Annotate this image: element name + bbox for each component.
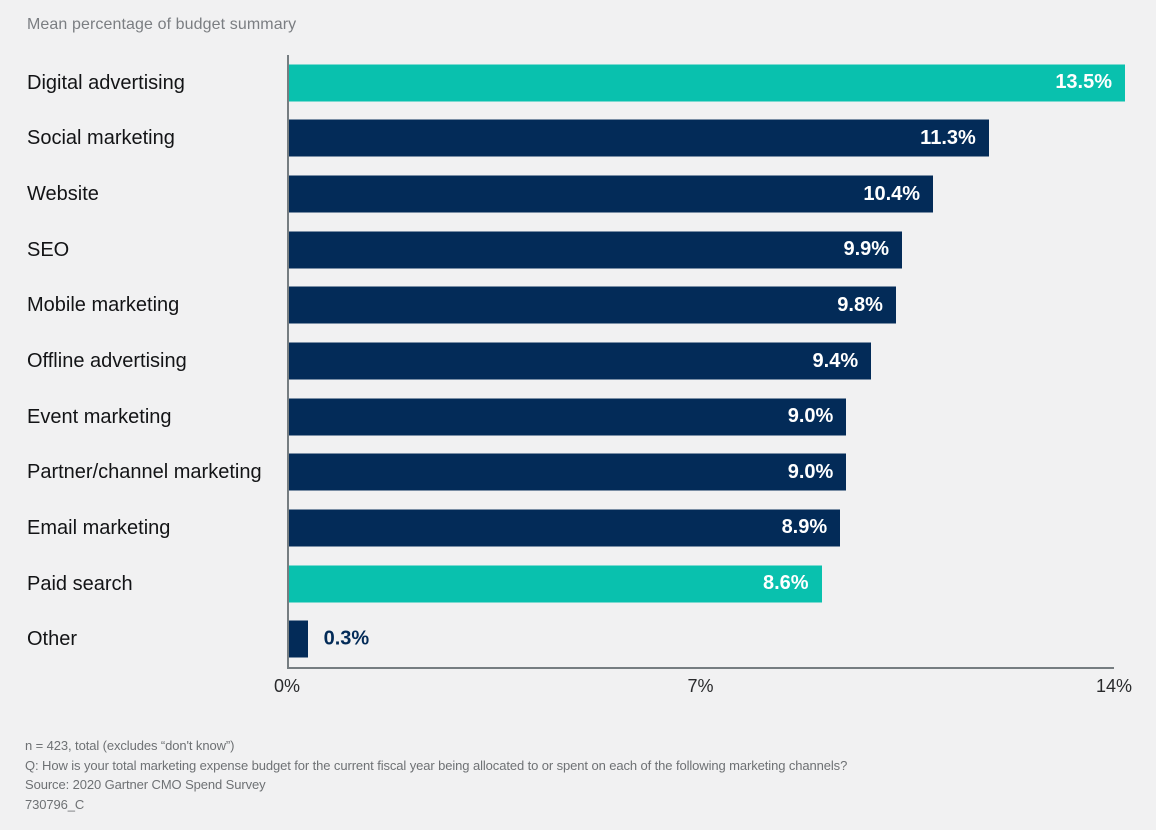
bar-track: 9.4% <box>287 333 1156 389</box>
bar-row: SEO 9.9% <box>0 221 1156 278</box>
x-tick-zero: 0% <box>273 676 301 696</box>
bar: 8.9% <box>289 509 841 547</box>
bar-track: 9.9% <box>287 221 1156 278</box>
bar-value-label: 8.9% <box>781 516 828 539</box>
category-label: SEO <box>27 238 70 261</box>
x-axis-line <box>287 667 1114 669</box>
bar: 10.4% <box>289 175 934 213</box>
bar-row: Email marketing 8.9% <box>0 500 1156 556</box>
bar <box>289 620 308 658</box>
footnote-source: Source: 2020 Gartner CMO Spend Survey <box>25 777 266 792</box>
category-label: Paid search <box>27 572 133 595</box>
bar-row: Paid search 8.6% <box>0 555 1156 612</box>
category-label: Website <box>27 183 99 206</box>
bar-chart: Digital advertising 13.5% Social marketing… <box>0 55 1156 701</box>
chart-rows: Digital advertising 13.5% Social marketing… <box>0 55 1156 668</box>
category-label: Other <box>27 628 78 651</box>
bar-row: Other 0.3% <box>0 611 1156 668</box>
bar-value-label: 9.0% <box>787 405 834 428</box>
bar: 9.8% <box>289 286 896 324</box>
bar-track: 8.6% <box>287 555 1156 612</box>
category-label: Email marketing <box>27 516 171 539</box>
bar: 9.0% <box>289 398 847 436</box>
x-tick-max: 14% <box>1095 676 1133 696</box>
bar-track: 10.4% <box>287 166 1156 222</box>
bar-row: Partner/channel marketing 9.0% <box>0 444 1156 501</box>
category-label: Event marketing <box>27 405 172 428</box>
bar-value-label: 9.8% <box>837 293 883 316</box>
bar-track: 11.3% <box>287 110 1156 167</box>
category-label: Social marketing <box>27 127 175 150</box>
bar-track: 8.9% <box>287 500 1156 556</box>
category-label: Partner/channel marketing <box>27 461 262 484</box>
category-label: Offline advertising <box>27 350 187 373</box>
bar-track: 9.8% <box>287 277 1156 334</box>
bar: 13.5% <box>289 64 1126 102</box>
bar-row: Social marketing 11.3% <box>0 110 1156 167</box>
bar-row: Event marketing 9.0% <box>0 388 1156 445</box>
bar-value-label: 8.6% <box>762 572 809 595</box>
bar-value-label: 10.4% <box>863 182 921 205</box>
category-label: Mobile marketing <box>27 294 180 317</box>
bar: 11.3% <box>289 119 989 157</box>
bar-value-label: 0.3% <box>323 627 370 650</box>
footnote-doc-id: 730796_C <box>25 796 85 812</box>
bar-value-label: 9.0% <box>787 460 834 483</box>
bar: 8.6% <box>289 565 822 603</box>
bar: 9.9% <box>289 231 903 269</box>
bar-track: 0.3% <box>287 611 1156 668</box>
bar-value-label: 13.5% <box>1055 71 1113 94</box>
bar: 9.4% <box>289 342 872 380</box>
chart-title: Mean percentage of budget summary <box>27 16 297 33</box>
bar-row: Offline advertising 9.4% <box>0 333 1156 389</box>
bar: 9.0% <box>289 453 847 491</box>
x-axis-ticks: 0% 7% 14% <box>274 669 1132 701</box>
bar-track: 13.5% <box>287 55 1156 111</box>
footnote-question: Q: How is your total marketing expense b… <box>25 757 848 773</box>
bar-value-label: 11.3% <box>920 126 976 149</box>
bar-value-label: 9.4% <box>812 349 859 372</box>
bar-track: 9.0% <box>287 444 1156 501</box>
bar-row: Website 10.4% <box>0 166 1156 222</box>
bar-track: 9.0% <box>287 388 1156 445</box>
x-tick-middle: 7% <box>687 676 714 696</box>
bar-row: Digital advertising 13.5% <box>0 55 1156 111</box>
footnotes: n = 423, total (excludes “don't know”) Q… <box>25 736 847 814</box>
bar-row: Mobile marketing 9.8% <box>0 277 1156 334</box>
footnote-sample-size: n = 423, total (excludes “don't know”) <box>25 738 235 753</box>
bar-value-label: 9.9% <box>843 238 890 261</box>
category-label: Digital advertising <box>27 71 185 94</box>
